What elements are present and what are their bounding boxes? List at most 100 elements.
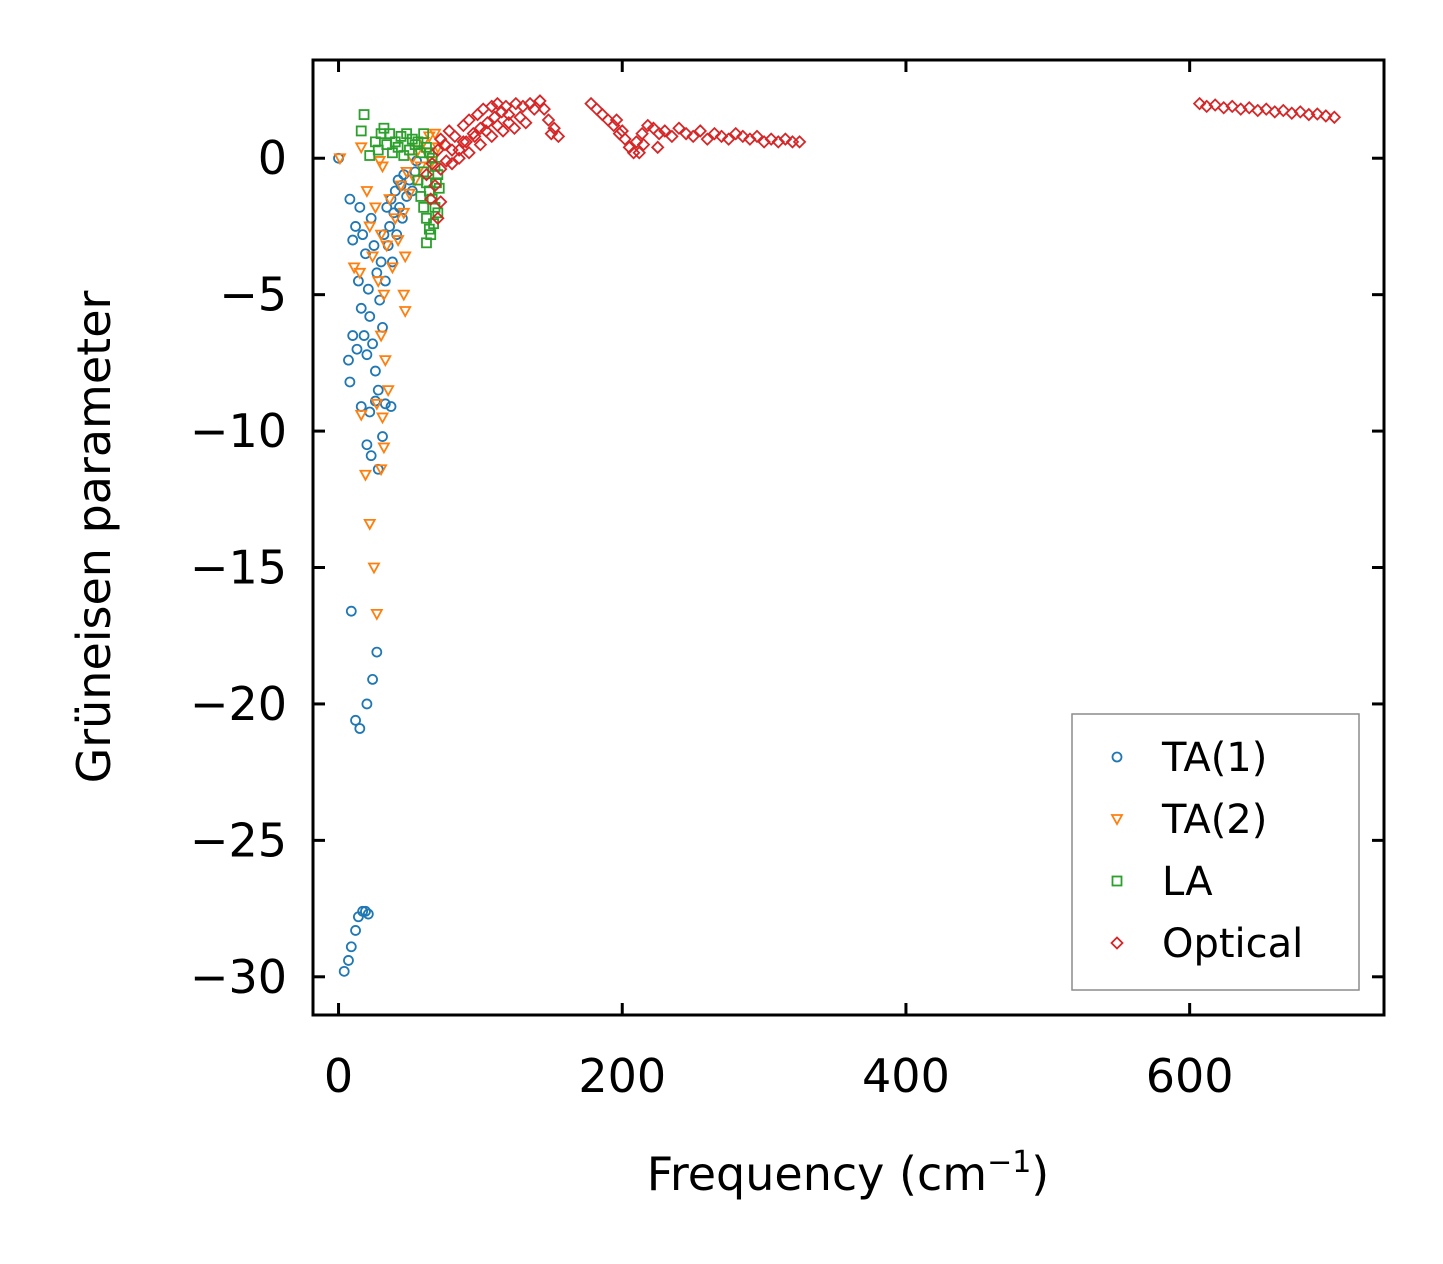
point-la [418,201,430,213]
point-ta-1 [372,384,384,396]
axis-ticks-layer: 0 200 400 600 0 −5 −10 −15 −20 −25 −30 [190,60,1384,1103]
point-optical [1242,100,1257,115]
point-ta-1 [361,698,373,710]
point-la [355,125,367,137]
point-optical [626,145,641,160]
point-ta-1 [361,439,373,451]
point-ta-1 [381,201,393,213]
point-la [418,128,430,140]
point-ta-2 [428,128,442,141]
point-optical [615,124,630,138]
point-la [421,212,432,224]
point-optical [433,195,448,209]
point-optical [466,126,481,141]
y-tick-label: −10 [190,404,287,458]
point-ta-2 [374,330,388,343]
point-optical [445,156,459,171]
point-ta-1 [351,343,363,355]
point-optical [1319,109,1333,123]
legend-label: TA(2) [1161,797,1267,843]
point-optical [462,145,476,160]
point-ta-1 [387,256,398,268]
point-optical [423,192,438,206]
point-optical [686,129,700,144]
y-tick-label: −5 [219,268,287,322]
point-la [425,229,437,241]
point-ta-2 [363,221,377,234]
point-ta-1 [406,185,418,197]
point-ta-2 [400,166,414,179]
point-ta-1 [379,398,391,410]
point-optical [1327,110,1342,125]
point-optical [473,137,488,152]
legend-marker-la [1111,875,1123,887]
y-tick-label: −30 [190,950,287,1004]
point-la [398,150,410,161]
x-tick-label: 400 [862,1049,950,1103]
point-optical [433,162,448,176]
point-ta-2 [363,518,377,531]
point-optical [448,129,462,144]
point-optical [1208,98,1222,112]
point-optical [541,113,556,127]
point-ta-2 [398,306,412,318]
point-optical [1276,103,1291,118]
point-optical [462,113,476,127]
point-optical [1225,99,1239,114]
point-la [381,139,393,150]
point-ta-2 [347,262,361,275]
point-ta-2 [375,161,390,174]
point-ta-2 [353,267,367,280]
point-optical [428,178,442,193]
point-la [387,147,398,159]
point-ta-1 [347,234,359,246]
point-optical [501,107,516,122]
point-optical [445,143,459,157]
point-ta-2 [394,180,408,193]
point-optical [1259,102,1274,116]
point-ta-2 [370,398,384,411]
point-ta-1 [350,714,361,726]
point-la [406,133,418,145]
point-ta-2 [377,289,391,302]
point-la [409,139,421,150]
point-optical [636,137,651,152]
point-la [395,130,407,142]
y-tick-label: −25 [190,813,287,867]
legend-label: LA [1162,859,1213,905]
point-ta-1 [354,723,366,734]
point-optical [629,135,644,149]
point-la [378,122,390,134]
point-ta-2 [371,276,385,288]
point-optical [519,115,533,130]
data-points-layer [333,94,1342,977]
point-optical [438,137,452,152]
point-ta-1 [345,605,357,617]
point-optical [533,94,547,108]
point-ta-1 [388,207,400,219]
point-ta-2 [354,409,368,422]
legend-marker-ta-2 [1110,814,1124,826]
legend: TA(1) TA(2) LA Optical [1071,713,1360,991]
point-optical [456,135,471,149]
point-optical [1192,96,1207,111]
legend-label: TA(1) [1161,735,1267,781]
point-ta-1 [367,673,378,685]
point-ta-1 [358,330,370,341]
point-la [364,150,376,161]
y-axis-label: Grüneisen parameter [67,290,121,783]
point-optical [547,121,561,135]
point-ta-1 [350,925,361,936]
point-ta-2 [374,229,388,242]
point-ta-2 [397,289,411,302]
point-ta-2 [397,207,411,220]
point-optical [1310,107,1325,121]
point-ta-2 [402,188,416,201]
point-optical [484,129,499,144]
point-optical [439,154,454,168]
point-la [404,144,415,156]
point-optical [425,156,439,171]
point-ta-1 [375,256,387,268]
point-ta-1 [368,240,380,251]
